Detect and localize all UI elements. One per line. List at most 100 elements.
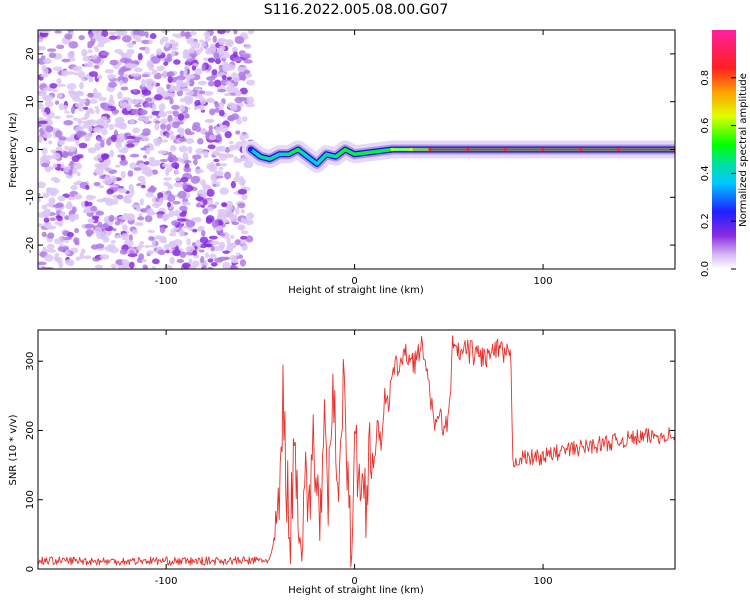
- noise-speck: [218, 64, 224, 71]
- noise-speck: [179, 70, 184, 76]
- noise-speck: [44, 254, 54, 262]
- noise-speck: [97, 40, 107, 44]
- noise-speck: [143, 265, 149, 269]
- noise-speck: [181, 88, 191, 92]
- noise-speck: [235, 130, 241, 135]
- noise-speck: [194, 217, 202, 223]
- noise-speck: [171, 104, 180, 110]
- noise-speck: [215, 181, 221, 188]
- spectrogram-ylabel: Frequency (Hz): [8, 112, 19, 188]
- noise-speck: [200, 42, 207, 47]
- noise-speck: [172, 33, 179, 38]
- noise-speck: [152, 258, 160, 265]
- noise-speck: [178, 105, 186, 113]
- noise-speck: [132, 127, 141, 134]
- spectrogram-ytick-label: -10: [25, 189, 36, 205]
- noise-speck: [73, 72, 79, 76]
- noise-speck: [132, 139, 141, 143]
- noise-speck: [108, 81, 117, 88]
- noise-speck: [151, 203, 161, 207]
- noise-speck: [143, 137, 150, 142]
- noise-speck: [100, 153, 109, 160]
- noise-speck: [57, 94, 63, 98]
- noise-speck: [132, 89, 138, 93]
- noise-speck: [54, 30, 62, 34]
- noise-speck: [241, 244, 248, 251]
- snr-ylabel: SNR (10 * v/v): [8, 414, 19, 485]
- noise-speck: [107, 98, 115, 107]
- noise-speck: [42, 67, 49, 75]
- noise-speck: [179, 212, 187, 217]
- noise-speck: [141, 132, 151, 136]
- noise-speck: [86, 232, 92, 237]
- noise-speck: [192, 154, 202, 160]
- noise-speck: [145, 147, 155, 151]
- noise-speck: [148, 236, 155, 241]
- noise-speck: [61, 58, 71, 63]
- noise-speck: [168, 210, 175, 218]
- noise-speck: [52, 89, 58, 93]
- noise-speck: [213, 170, 224, 177]
- noise-speck: [138, 213, 143, 217]
- noise-speck: [122, 73, 129, 78]
- signal-point: [409, 147, 413, 152]
- noise-speck: [84, 112, 90, 119]
- noise-speck: [218, 109, 225, 117]
- noise-speck: [184, 113, 190, 119]
- noise-speck: [38, 38, 44, 43]
- noise-speck: [38, 46, 46, 51]
- noise-speck: [232, 57, 243, 62]
- noise-speck: [244, 133, 250, 139]
- noise-speck: [226, 40, 234, 46]
- noise-speck: [68, 214, 77, 221]
- noise-speck: [159, 158, 168, 163]
- noise-speck: [200, 256, 205, 264]
- noise-speck: [40, 162, 50, 168]
- noise-speck: [178, 228, 185, 237]
- noise-speck: [175, 79, 184, 85]
- spectrogram-ytick-label: -20: [25, 237, 36, 253]
- noise-speck: [55, 130, 63, 138]
- noise-speck: [144, 46, 150, 55]
- noise-speck: [76, 130, 83, 139]
- snr-xlabel: Height of straight line (km): [288, 585, 424, 596]
- noise-speck: [121, 233, 130, 241]
- noise-speck: [166, 166, 173, 173]
- noise-speck: [244, 219, 254, 226]
- noise-speck: [144, 102, 153, 108]
- noise-speck: [235, 141, 244, 148]
- noise-speck: [58, 260, 64, 269]
- noise-speck: [64, 33, 73, 40]
- noise-speck: [94, 163, 104, 168]
- noise-speck: [94, 65, 100, 69]
- noise-speck: [159, 225, 166, 234]
- signal-point: [579, 147, 583, 152]
- noise-speck: [214, 107, 221, 113]
- noise-speck: [121, 35, 132, 43]
- figure-title: S116.2022.005.08.00.G07: [264, 2, 449, 18]
- noise-speck: [57, 219, 64, 227]
- noise-speck: [114, 116, 125, 124]
- noise-speck: [188, 227, 194, 232]
- noise-speck: [163, 243, 170, 251]
- noise-speck: [93, 181, 101, 187]
- noise-speck: [61, 69, 69, 77]
- noise-speck: [239, 259, 247, 267]
- noise-speck: [117, 75, 126, 82]
- noise-speck: [167, 194, 176, 202]
- noise-speck: [47, 249, 57, 253]
- noise-speck: [169, 97, 174, 105]
- noise-speck: [68, 41, 79, 49]
- noise-speck: [151, 69, 158, 76]
- noise-speck: [151, 266, 156, 269]
- noise-speck: [38, 192, 41, 197]
- noise-speck: [231, 258, 239, 264]
- spectrogram-ytick-label: 20: [25, 48, 36, 61]
- noise-speck: [154, 123, 160, 131]
- noise-speck: [57, 195, 66, 202]
- noise-speck: [74, 239, 79, 245]
- noise-speck: [176, 218, 187, 222]
- noise-speck: [100, 51, 110, 56]
- colorbar-tick-label: 0.0: [700, 261, 711, 277]
